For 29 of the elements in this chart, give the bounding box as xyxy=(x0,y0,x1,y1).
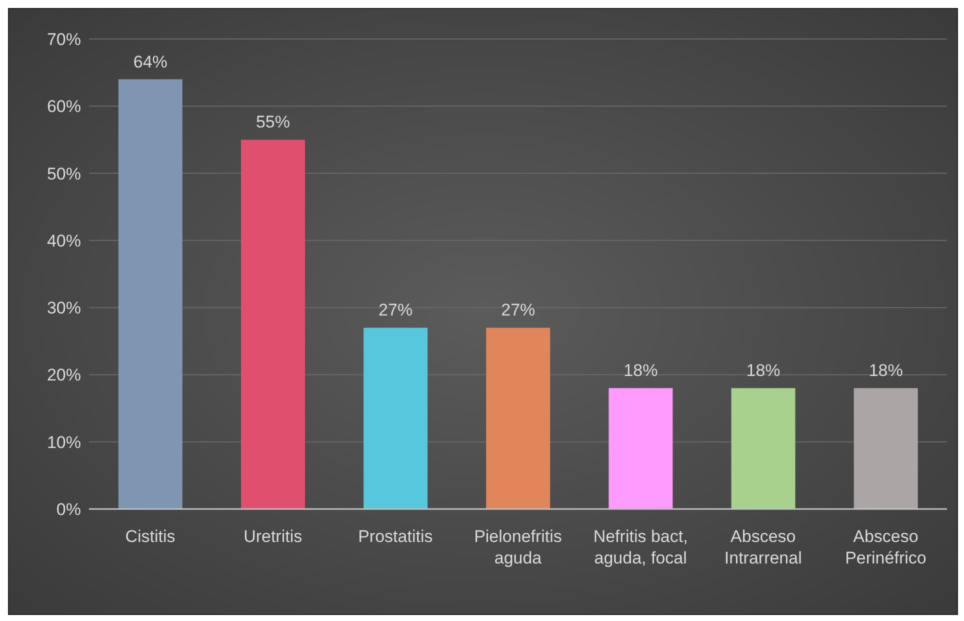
y-tick-label: 70% xyxy=(46,30,81,50)
y-tick-label: 20% xyxy=(46,366,81,385)
y-tick-label: 60% xyxy=(46,97,81,116)
y-tick-label: 30% xyxy=(46,298,81,318)
data-label: 18% xyxy=(746,361,780,380)
bar xyxy=(118,79,182,509)
data-label: 18% xyxy=(624,361,658,380)
x-tick-label: Prostatitis xyxy=(358,527,433,546)
data-label: 27% xyxy=(378,300,413,320)
bar xyxy=(364,328,428,509)
y-tick-label: 40% xyxy=(46,231,81,250)
bar xyxy=(608,388,673,509)
bar xyxy=(240,140,305,509)
y-tick-label: 0% xyxy=(56,500,81,520)
data-label: 18% xyxy=(868,361,903,380)
bar xyxy=(486,328,550,509)
x-tick-label: Cistitis xyxy=(125,527,176,546)
x-tick-label: Absceso Perinéfrico xyxy=(845,527,926,568)
x-tick-label: Absceso Intrarrenal xyxy=(724,527,802,568)
x-tick-label: Pielonefritis aguda xyxy=(474,527,562,568)
x-tick-label: Nefritis bact, aguda, focal xyxy=(593,527,688,568)
data-label: 27% xyxy=(501,300,536,320)
data-label: 55% xyxy=(256,112,290,132)
y-tick-label: 50% xyxy=(46,164,81,184)
data-label: 64% xyxy=(133,52,168,72)
x-tick-label: Uretritis xyxy=(244,527,302,546)
bar xyxy=(731,388,796,509)
bar xyxy=(854,388,918,509)
y-tick-label: 10% xyxy=(46,432,81,452)
